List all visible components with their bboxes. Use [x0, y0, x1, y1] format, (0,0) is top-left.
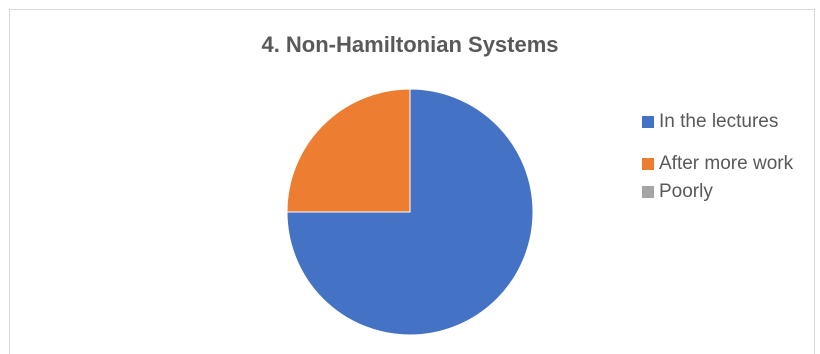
pie-chart — [286, 88, 534, 336]
legend: In the lectures After more work Poorly — [642, 108, 812, 206]
pie-slice-after-more-work — [286, 88, 411, 213]
legend-item-after-more-work: After more work — [642, 150, 812, 178]
legend-swatch-after-more-work — [642, 158, 654, 170]
legend-label-after-more-work: After more work — [659, 153, 794, 174]
legend-label-poorly: Poorly — [659, 181, 713, 202]
legend-item-poorly: Poorly — [642, 178, 812, 206]
legend-label-in-the-lectures: In the lectures — [659, 111, 779, 132]
chart-title: 4. Non-Hamiltonian Systems — [261, 32, 559, 57]
legend-swatch-in-the-lectures — [642, 116, 654, 128]
legend-item-in-the-lectures: In the lectures — [642, 108, 812, 136]
chart-frame — [9, 9, 815, 354]
legend-swatch-poorly — [642, 186, 654, 198]
